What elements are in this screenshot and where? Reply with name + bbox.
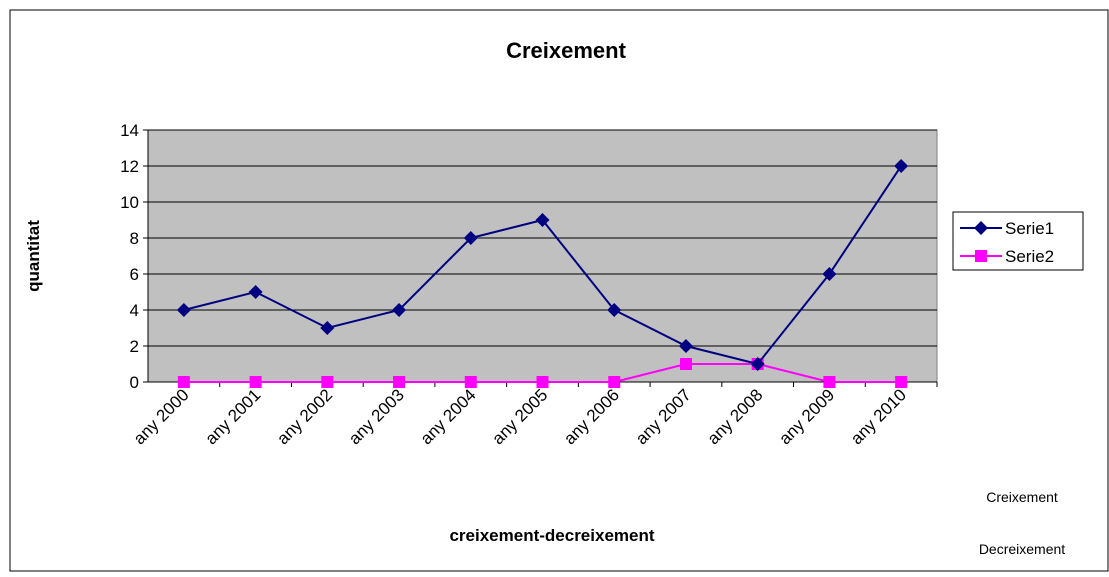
legend-label: Serie2 — [1005, 247, 1054, 266]
y-tick-label: 2 — [130, 337, 139, 356]
marker — [679, 358, 692, 370]
marker — [463, 231, 478, 245]
marker — [248, 285, 263, 299]
marker — [321, 376, 334, 388]
y-tick-label: 8 — [130, 229, 139, 248]
marker — [678, 339, 693, 353]
y-tick-label: 14 — [120, 121, 139, 140]
marker — [535, 213, 550, 227]
marker — [177, 376, 190, 388]
marker — [393, 376, 406, 388]
annotation: Creixement — [986, 489, 1058, 505]
marker — [536, 376, 549, 388]
marker — [249, 376, 262, 388]
y-tick-label: 12 — [120, 157, 139, 176]
marker — [176, 303, 191, 317]
marker — [607, 303, 622, 317]
marker — [822, 267, 837, 281]
marker — [895, 376, 908, 388]
marker — [975, 250, 987, 262]
chart-title: Creixement — [506, 38, 627, 63]
marker — [392, 303, 407, 317]
marker — [464, 376, 477, 388]
marker — [974, 221, 988, 235]
y-tick-label: 4 — [130, 301, 139, 320]
legend-label: Serie1 — [1005, 219, 1054, 238]
y-tick-label: 6 — [130, 265, 139, 284]
marker — [894, 159, 909, 173]
marker — [608, 376, 621, 388]
marker — [750, 357, 765, 371]
x-axis-label: creixement-decreixement — [449, 526, 654, 545]
marker — [320, 321, 335, 335]
plot-area — [147, 129, 938, 383]
marker — [823, 376, 836, 388]
y-tick-label: 0 — [130, 373, 139, 392]
y-tick-label: 10 — [120, 193, 139, 212]
legend-box — [952, 211, 1084, 271]
y-axis-label: quantitat — [24, 220, 43, 292]
annotation: Decreixement — [979, 541, 1065, 557]
